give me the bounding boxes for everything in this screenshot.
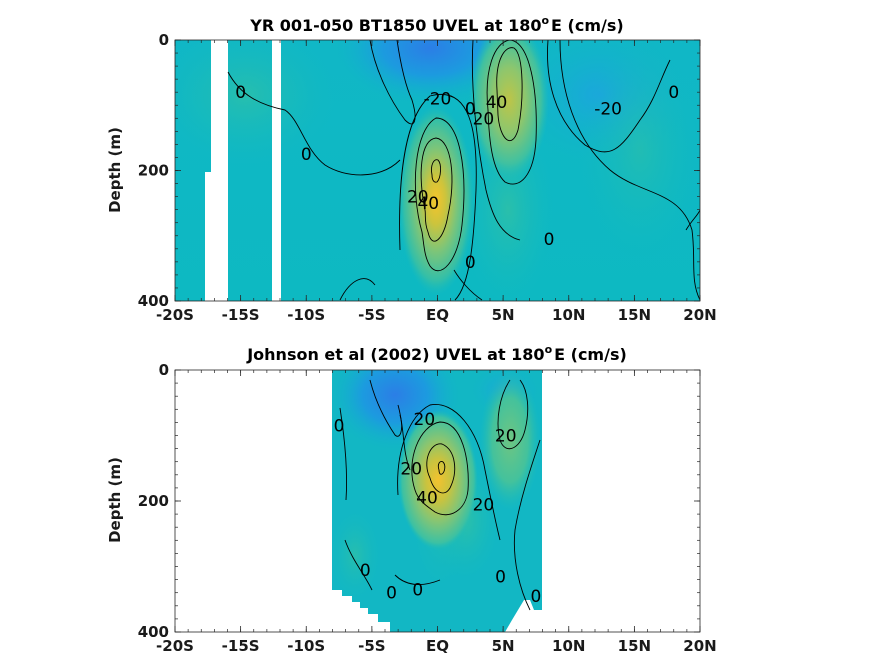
bottom-contour-label: 0 <box>495 567 506 587</box>
bottom-contour-label: 20 <box>400 459 422 479</box>
top-x-tick-label: -15S <box>222 306 260 324</box>
top-contour-20-jet <box>486 40 537 185</box>
top-x-tick-label: 5N <box>492 306 515 324</box>
top-y-axis-label: Depth (m) <box>106 127 124 213</box>
bottom-y-tick-label: 200 <box>138 492 169 510</box>
bottom-contour-label: 0 <box>412 580 423 600</box>
bottom-contour-neg20 <box>369 379 403 437</box>
bottom-contour-0-deep <box>394 574 441 586</box>
bottom-eastward-flow <box>480 370 540 510</box>
top-heatmap <box>175 40 700 301</box>
top-contour-label: 40 <box>486 93 508 113</box>
bottom-contour-label: 40 <box>416 489 438 509</box>
top-contour-label: 20 <box>473 109 495 129</box>
top-contour-label: 20 <box>407 188 429 208</box>
top-contour-40-jet <box>496 47 523 142</box>
bottom-heatmap <box>332 370 542 632</box>
top-contour-0-core <box>399 93 477 301</box>
top-x-tick-label: -10S <box>287 306 325 324</box>
top-x-tick-label: -20S <box>156 306 194 324</box>
bottom-contour-label: 0 <box>360 561 371 581</box>
top-contour-label: 0 <box>668 83 679 103</box>
top-contour-0-deep-south <box>339 278 376 301</box>
top-contour-0-jet-west <box>471 40 521 241</box>
bottom-y-tick-label: 0 <box>159 361 169 379</box>
top-x-tick-label: 15N <box>618 306 651 324</box>
top-x-tick-label: EQ <box>426 306 449 324</box>
top-contour-label: 0 <box>465 100 476 120</box>
top-y-tick-label: 200 <box>138 162 169 180</box>
bottom-contour-0-north <box>513 439 541 611</box>
bottom-contour-label: 20 <box>473 495 495 515</box>
bottom-contour-label: 20 <box>495 427 517 447</box>
top-x-tick-label: 10N <box>552 306 585 324</box>
bottom-contour-0-south-upper <box>339 407 348 501</box>
bottom-x-tick-label: -5S <box>358 637 385 655</box>
bottom-mask-deep-north <box>505 600 542 632</box>
bottom-contour-label: 0 <box>386 584 397 604</box>
bottom-y-axis-label: Depth (m) <box>106 457 124 543</box>
top-x-tick-label: 20N <box>683 306 716 324</box>
top-y-tick-label: 0 <box>159 31 169 49</box>
bottom-panel-title: Johnson et al (2002) UVEL at 180o E (cm/s… <box>246 343 627 364</box>
top-contour-label: 40 <box>417 194 439 214</box>
bottom-x-tick-label: -15S <box>222 637 260 655</box>
bottom-contour-label: 20 <box>414 410 436 430</box>
bottom-teal-patch-south <box>332 510 380 600</box>
top-contour-0-south <box>227 71 401 176</box>
bottom-y-tick-label: 400 <box>138 623 169 641</box>
top-contour-20-core <box>414 117 465 272</box>
top-contour-0-north <box>559 40 700 301</box>
top-panel-title: YR 001-050 BT1850 UVEL at 180o E (cm/s) <box>249 14 623 35</box>
top-contour-label: 0 <box>544 230 555 250</box>
bottom-contour-0-south <box>344 539 373 591</box>
top-y-tick-label: 400 <box>138 292 169 310</box>
top-contour-0-deep-east <box>685 209 700 231</box>
bottom-x-tick-label: 15N <box>618 637 651 655</box>
bottom-x-tick-label: -10S <box>287 637 325 655</box>
top-eastward-jet <box>469 40 549 180</box>
bottom-contour-label: 0 <box>334 417 345 437</box>
top-contour-label: -20 <box>424 90 452 110</box>
top-contour-40-core <box>420 137 453 242</box>
bottom-x-tick-label: 5N <box>492 637 515 655</box>
top-contour-neg20-surface <box>369 40 416 125</box>
top-contour-label: 0 <box>301 145 312 165</box>
bottom-undercurrent-core <box>398 410 478 550</box>
top-mask-band-2 <box>272 40 281 301</box>
bottom-contour-20-north <box>497 379 529 450</box>
bottom-contour-core-inner <box>437 461 446 475</box>
bottom-x-tick-label: EQ <box>426 637 449 655</box>
bottom-contour-0-core <box>397 404 501 541</box>
top-contour-label: 0 <box>465 253 476 273</box>
top-mask-band-1 <box>211 40 228 301</box>
top-contour-0-deep <box>453 269 483 301</box>
bottom-x-tick-label: 20N <box>683 637 716 655</box>
bottom-contours <box>339 379 541 611</box>
bottom-contour-20-core <box>411 421 469 516</box>
top-contours <box>227 40 700 301</box>
top-x-tick-label: -5S <box>358 306 385 324</box>
top-contour-neg20-north <box>547 40 671 153</box>
top-undercurrent-core <box>398 105 474 295</box>
bottom-panel: Johnson et al (2002) UVEL at 180o E (cm/s… <box>106 343 717 655</box>
bottom-contour-40-core <box>426 443 456 494</box>
top-panel: YR 001-050 BT1850 UVEL at 180o E (cm/s) <box>106 14 717 324</box>
bottom-contour-label: 0 <box>531 587 542 607</box>
top-contour-label: -20 <box>594 100 622 120</box>
top-mask-band-1-deep <box>205 172 213 301</box>
top-teal-patch-east <box>580 40 700 260</box>
top-contour-label: 0 <box>235 83 246 103</box>
bottom-x-tick-label: -20S <box>156 637 194 655</box>
top-contour-core-inner <box>431 159 441 183</box>
bottom-x-tick-label: 10N <box>552 637 585 655</box>
bottom-mask-deep-south <box>332 590 390 632</box>
bottom-contour-0-west <box>397 404 411 471</box>
